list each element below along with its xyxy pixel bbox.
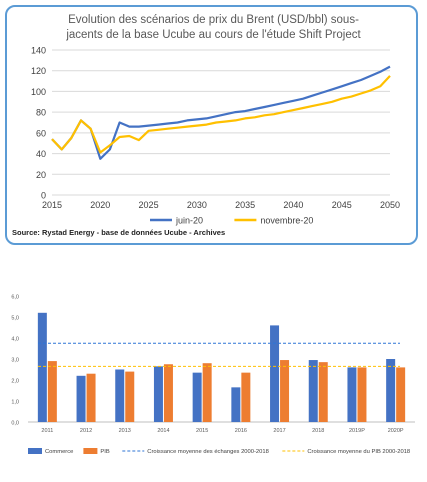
series-line-juin-20 <box>51 65 391 160</box>
y-tick-label: 40 <box>36 149 46 159</box>
chart-1-title-line-2: jacents de la base Ucube au cours de l'é… <box>66 29 361 41</box>
y-tick-label: 60 <box>36 128 46 138</box>
x-tick-label: 2035 <box>235 200 255 210</box>
x-tick-label: 2050 <box>380 200 400 210</box>
chart-1-frame <box>5 5 418 245</box>
legend-label: juin-20 <box>175 216 203 226</box>
x-tick-label: 2030 <box>187 200 207 210</box>
chart-1-source: Source: Rystad Energy - base de données … <box>12 228 226 237</box>
x-tick-label: 2020 <box>90 200 110 210</box>
y-tick-label: 80 <box>36 108 46 118</box>
y-tick-label: 20 <box>36 170 46 180</box>
y-tick-label: 100 <box>31 87 46 97</box>
y-tick-label: 140 <box>31 46 46 56</box>
x-tick-label: 2015 <box>42 200 62 210</box>
y-tick-label: 0 <box>41 191 46 201</box>
series-line-novembre-20 <box>51 75 391 154</box>
x-tick-label: 2045 <box>332 200 352 210</box>
legend-label: novembre-20 <box>260 216 313 226</box>
chart-1-title-line-1: Evolution des scénarios de prix du Brent… <box>68 14 359 26</box>
x-tick-label: 2025 <box>139 200 159 210</box>
y-tick-label: 120 <box>31 66 46 76</box>
x-tick-label: 2040 <box>283 200 303 210</box>
